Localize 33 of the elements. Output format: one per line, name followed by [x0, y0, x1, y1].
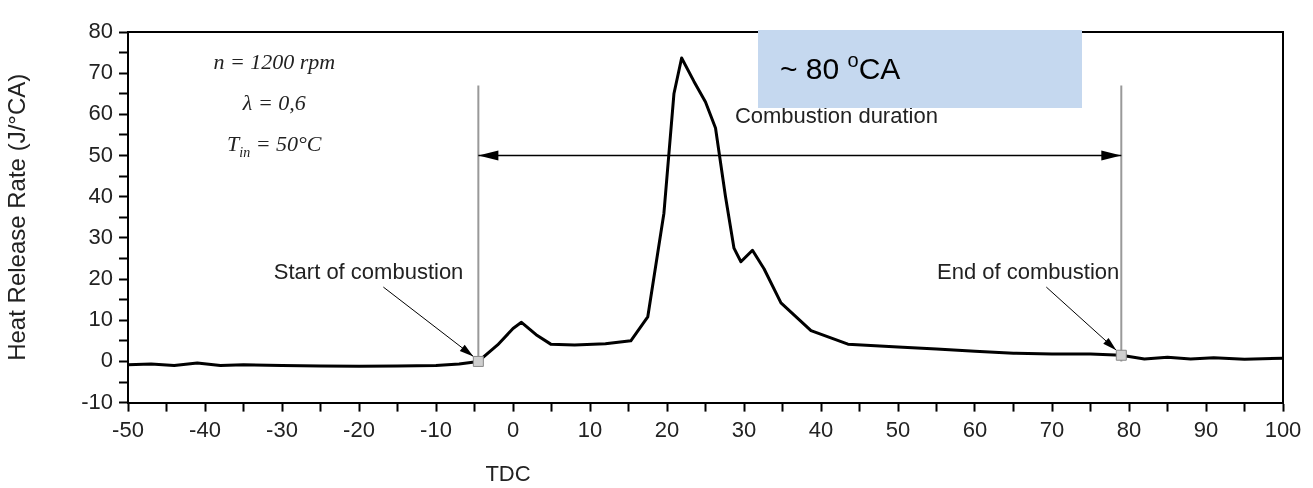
- y-tick-label: 80: [88, 18, 113, 44]
- x-tick-label: 70: [1039, 416, 1065, 442]
- x-tick-label: 20: [654, 416, 680, 442]
- x-tick-label: 100: [1264, 416, 1302, 442]
- x-tick-label: 30: [731, 416, 757, 442]
- x-tick-label: -20: [343, 416, 375, 442]
- y-tick-label: 70: [88, 59, 113, 85]
- x-tick-label: -50: [112, 416, 144, 442]
- x-tick-label: 10: [577, 416, 603, 442]
- x-tick-label: -10: [420, 416, 452, 442]
- text-box: ~ 80 $^{o}$CA: [758, 30, 1082, 108]
- y-tick-label: 40: [88, 182, 113, 208]
- x-tick-label: -40: [189, 416, 221, 442]
- annotation: n = 1200 rpm: [213, 49, 336, 75]
- y-tick-label: 50: [88, 141, 113, 167]
- annotation: Start of combustion: [273, 259, 464, 285]
- y-tick-label: 0: [100, 347, 113, 373]
- x-tick-label: 90: [1193, 416, 1219, 442]
- x-tick-label: 40: [808, 416, 834, 442]
- x-tick-label: 60: [962, 416, 988, 442]
- annotation: λ = 0,6: [241, 90, 306, 116]
- y-tick-label: 60: [88, 100, 113, 126]
- y-tick-label: 20: [88, 265, 113, 291]
- y-axis-title: Heat Release Rate (J/°CA): [3, 73, 31, 361]
- y-tick-label: 30: [88, 223, 113, 249]
- x-tick-label: -30: [266, 416, 298, 442]
- x-tick-label: 50: [885, 416, 911, 442]
- x-tick-label: 0: [506, 416, 520, 442]
- x-tick-label: 80: [1116, 416, 1142, 442]
- x-axis-title: TDC: [485, 460, 531, 486]
- y-tick-label: -10: [81, 388, 113, 414]
- y-tick-label: 10: [88, 306, 113, 332]
- annotation: End of combustion: [937, 259, 1120, 285]
